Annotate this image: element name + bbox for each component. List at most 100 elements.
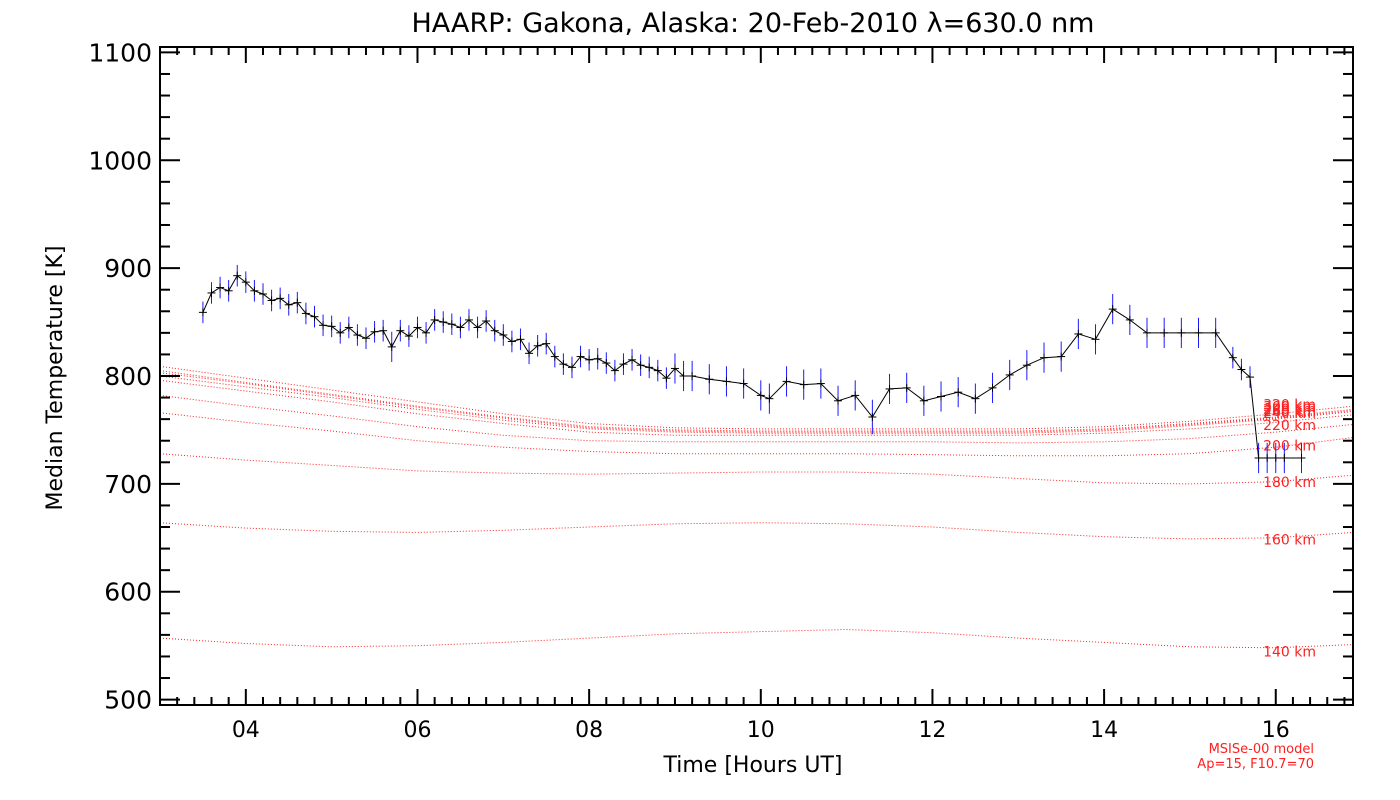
data-point — [370, 327, 379, 336]
model-label-180-km: 180 km — [1263, 475, 1316, 491]
data-point — [293, 298, 302, 307]
model-label-160-km: 160 km — [1263, 532, 1316, 548]
data-point — [310, 312, 319, 321]
data-point — [559, 360, 568, 369]
data-point — [722, 377, 731, 386]
data-point — [971, 394, 980, 403]
data-point — [344, 323, 353, 332]
x-axis-label: Time [Hours UT] — [663, 753, 843, 778]
data-point — [1040, 353, 1049, 362]
data-point — [379, 326, 388, 335]
model-curve-140-km — [159, 628, 1354, 649]
x-tick-label: 16 — [1262, 718, 1290, 743]
data-point — [1194, 328, 1203, 337]
x-tick-label: 04 — [232, 718, 260, 743]
model-curve-180-km — [159, 453, 1354, 485]
data-point — [619, 360, 628, 369]
data-point — [937, 392, 946, 401]
model-curves — [159, 365, 1354, 649]
model-label-240-km: 240 km — [1263, 406, 1316, 422]
data-point — [585, 355, 594, 364]
data-point — [336, 328, 345, 337]
data-point — [267, 296, 276, 305]
data-point — [439, 318, 448, 327]
data-point — [447, 320, 456, 329]
data-point — [885, 384, 894, 393]
data-point — [542, 339, 551, 348]
data-point — [216, 283, 225, 292]
data-point — [422, 328, 431, 337]
y-tick-label: 900 — [104, 254, 152, 283]
model-curve-260-km — [159, 375, 1354, 434]
data-point — [276, 294, 285, 303]
data-point — [250, 286, 259, 295]
model-label-220-km: 220 km — [1263, 418, 1316, 434]
model-label-200-km: 200 km — [1263, 438, 1316, 454]
measured-series — [198, 264, 1306, 474]
data-point — [207, 288, 216, 297]
data-point — [516, 335, 525, 344]
y-tick-label: 1000 — [88, 146, 152, 175]
data-point — [688, 372, 697, 380]
data-point — [499, 331, 508, 340]
data-point — [851, 391, 860, 400]
data-point — [954, 388, 963, 397]
data-point — [628, 355, 637, 364]
data-point — [507, 337, 516, 346]
data-point — [1237, 365, 1246, 374]
model-annotation-line-1: MSISe-00 model — [1209, 742, 1314, 757]
data-point — [1091, 335, 1100, 344]
data-point — [1263, 453, 1272, 462]
data-point — [473, 323, 482, 332]
data-point — [636, 361, 645, 370]
data-point — [834, 396, 843, 405]
data-point — [456, 323, 465, 332]
model-curve-200-km — [159, 412, 1354, 457]
model-label-260-km: 260 km — [1263, 404, 1316, 420]
data-point — [1160, 328, 1169, 337]
data-point — [1280, 453, 1289, 462]
data-point — [593, 354, 602, 363]
y-tick-label: 500 — [104, 686, 152, 715]
data-point — [1143, 328, 1152, 337]
model-label-300-km: 300 km — [1263, 400, 1316, 416]
data-point — [739, 379, 748, 388]
data-point — [1074, 329, 1083, 338]
axes: 500 600 700 800 900 1000 1100 04 06 08 10 12 14 16 — [88, 38, 1354, 743]
data-point — [482, 316, 491, 325]
data-point — [430, 315, 439, 324]
data-point — [679, 372, 688, 380]
x-tick-label: 14 — [1090, 718, 1118, 743]
data-point — [1228, 353, 1237, 362]
data-point — [404, 332, 413, 341]
data-point — [782, 377, 791, 386]
data-point — [1246, 373, 1255, 382]
x-tick-label: 06 — [403, 718, 431, 743]
y-tick-label: 1100 — [88, 38, 152, 67]
chart-title: HAARP: Gakona, Alaska: 20-Feb-2010 λ=630… — [411, 8, 1094, 39]
model-curve-220-km — [159, 394, 1354, 444]
model-curve-160-km — [159, 522, 1354, 540]
data-point — [198, 308, 207, 317]
measured-line — [202, 274, 1302, 459]
data-point — [258, 290, 267, 299]
data-point — [413, 323, 422, 332]
data-point — [241, 278, 250, 287]
model-label-140-km: 140 km — [1263, 645, 1316, 661]
data-point — [1005, 370, 1014, 379]
data-point — [361, 334, 370, 343]
y-tick-label: 700 — [104, 470, 152, 499]
data-point — [662, 374, 671, 383]
data-point — [919, 396, 928, 405]
model-curve-300-km — [159, 370, 1354, 432]
model-curve-320-km — [159, 365, 1354, 430]
data-point — [233, 271, 242, 280]
data-point — [610, 366, 619, 375]
data-point — [464, 315, 473, 324]
data-point — [396, 326, 405, 335]
data-point — [868, 412, 877, 421]
data-point — [756, 391, 765, 400]
data-point — [653, 366, 662, 375]
